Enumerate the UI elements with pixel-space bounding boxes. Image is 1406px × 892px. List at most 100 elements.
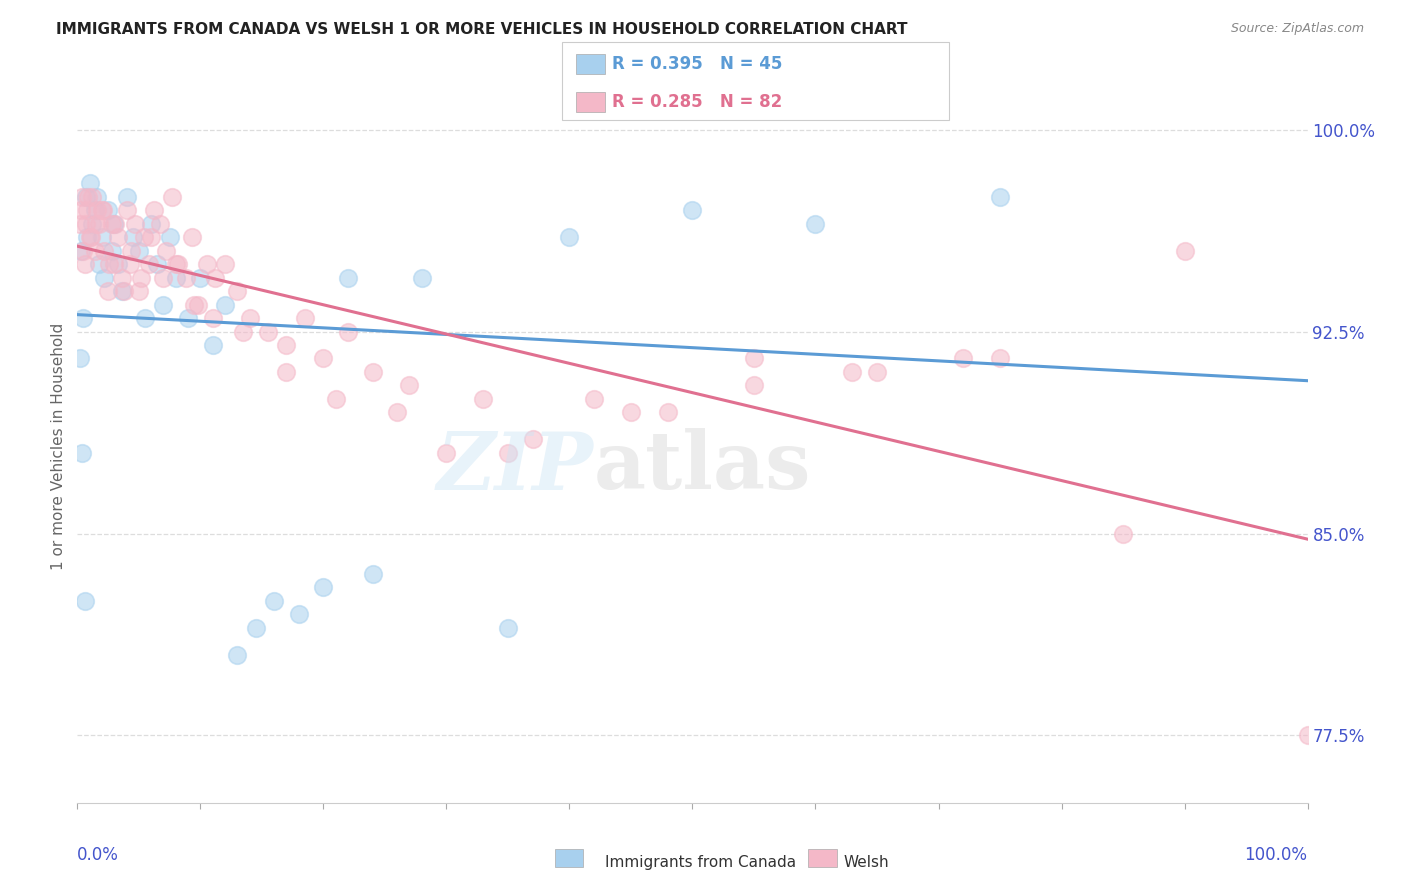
Point (361, 365, 384, 379)
Point (337, 270, 360, 285)
Point (583, 392, 606, 406)
Point (742, 378, 765, 392)
Point (804, 217, 827, 231)
Point (91, 203, 114, 218)
Point (103, 217, 125, 231)
Point (72, 244, 94, 258)
Point (201, 311, 224, 326)
Point (187, 298, 209, 312)
Point (121, 244, 143, 258)
Point (115, 203, 138, 218)
Point (276, 338, 298, 352)
Point (83, 203, 105, 218)
Point (107, 257, 129, 271)
Point (472, 392, 495, 406)
Point (70, 190, 93, 204)
Point (620, 405, 643, 419)
Point (86, 203, 108, 218)
Point (90, 230, 114, 244)
Point (101, 217, 124, 231)
Point (93, 270, 115, 285)
Point (232, 325, 254, 339)
Point (226, 284, 249, 298)
Point (115, 190, 138, 204)
Point (75, 217, 97, 231)
Point (120, 257, 142, 271)
Point (294, 311, 316, 326)
Text: Source: ZipAtlas.com: Source: ZipAtlas.com (1230, 22, 1364, 36)
Point (73, 257, 96, 271)
Point (69, 217, 91, 231)
Point (75, 190, 97, 204)
Point (496, 446, 519, 460)
Point (226, 648, 249, 662)
Point (112, 284, 135, 298)
Point (337, 325, 360, 339)
Point (98, 257, 121, 271)
Point (152, 270, 174, 285)
Text: Immigrants from Canada: Immigrants from Canada (605, 855, 796, 870)
Point (72, 311, 94, 326)
Point (239, 311, 262, 326)
Point (180, 230, 202, 244)
Point (361, 566, 384, 581)
Point (79, 230, 101, 244)
Point (201, 338, 224, 352)
Point (80, 230, 103, 244)
Point (77, 190, 100, 204)
Point (312, 351, 335, 366)
Point (83, 244, 105, 258)
Point (657, 405, 679, 419)
Point (103, 257, 125, 271)
Point (496, 621, 519, 635)
Point (312, 580, 335, 594)
Point (90, 203, 114, 218)
Text: Welsh: Welsh (844, 855, 889, 870)
Point (70, 203, 93, 218)
Point (214, 257, 236, 271)
Point (89, 217, 111, 231)
Point (76, 203, 98, 218)
Point (742, 351, 765, 366)
Point (124, 217, 146, 231)
Point (141, 217, 163, 231)
Y-axis label: 1 or more Vehicles in Household: 1 or more Vehicles in Household (51, 322, 66, 570)
Point (167, 257, 190, 271)
Point (155, 244, 177, 258)
Point (288, 607, 311, 622)
Point (70, 446, 93, 460)
Point (214, 298, 236, 312)
Point (111, 270, 132, 285)
Text: R = 0.395   N = 45: R = 0.395 N = 45 (612, 55, 782, 73)
Point (70, 244, 93, 258)
Point (841, 365, 863, 379)
Point (146, 257, 169, 271)
Point (188, 270, 212, 285)
Point (73, 594, 96, 608)
Point (101, 244, 124, 258)
Point (159, 230, 181, 244)
Point (183, 298, 205, 312)
Point (97, 203, 120, 218)
Point (257, 325, 280, 339)
Point (82, 190, 104, 204)
Point (558, 230, 581, 244)
Point (165, 270, 187, 285)
Point (522, 432, 544, 446)
Point (195, 257, 218, 271)
Point (1174, 244, 1197, 258)
Text: 100.0%: 100.0% (1244, 846, 1308, 863)
Point (111, 284, 132, 298)
Point (245, 621, 267, 635)
Point (682, 203, 704, 218)
Point (385, 405, 409, 419)
Point (988, 190, 1011, 204)
Point (988, 351, 1011, 366)
Text: IMMIGRANTS FROM CANADA VS WELSH 1 OR MORE VEHICLES IN HOUSEHOLD CORRELATION CHAR: IMMIGRANTS FROM CANADA VS WELSH 1 OR MOR… (56, 22, 908, 37)
Point (141, 230, 163, 244)
Point (276, 365, 298, 379)
Point (411, 270, 433, 285)
Point (160, 190, 183, 204)
Point (1296, 729, 1319, 743)
Point (152, 298, 174, 312)
